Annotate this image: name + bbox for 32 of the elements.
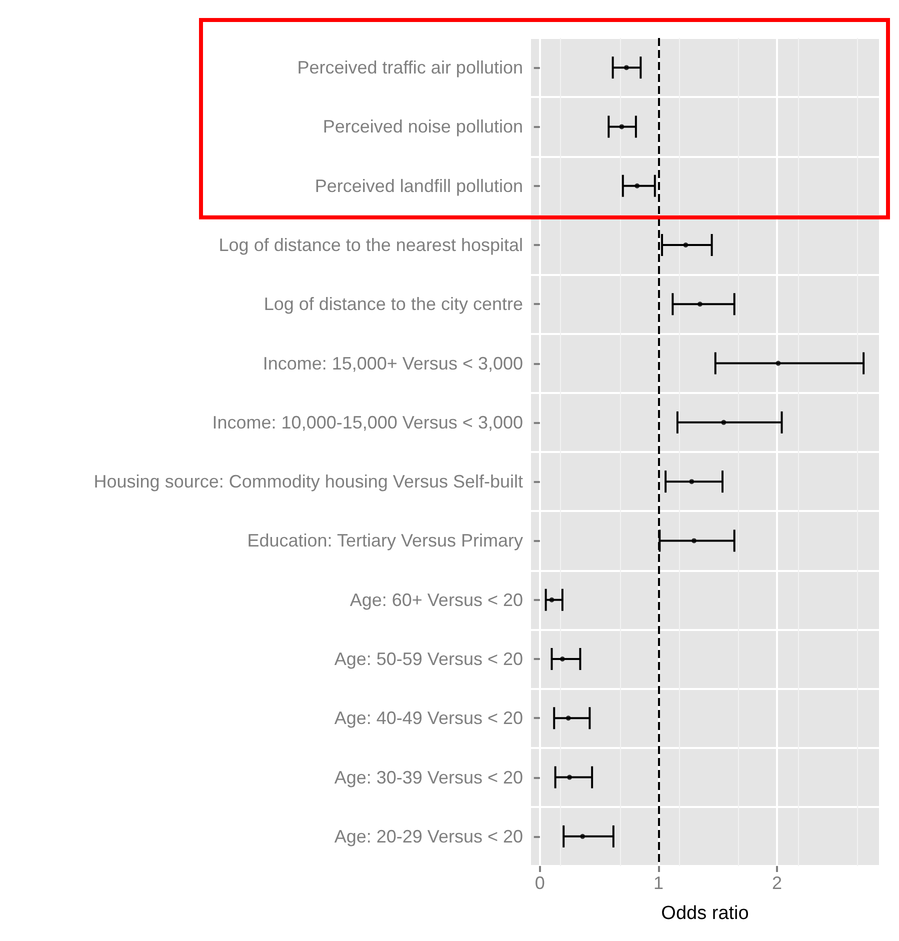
y-tick-label: Age: 30-39 Versus < 20: [334, 767, 523, 788]
y-tick-label: Perceived noise pollution: [322, 116, 523, 137]
point: [634, 183, 640, 188]
point: [560, 656, 565, 662]
y-tick-label: Age: 50-59 Versus < 20: [334, 649, 523, 669]
y-tick-label: Age: 60+ Versus < 20: [350, 590, 523, 610]
y-tick-label: Housing source: Commodity housing Versus Self-built: [94, 472, 523, 492]
point: [683, 242, 688, 248]
point: [567, 774, 572, 780]
point: [776, 360, 781, 366]
point: [697, 302, 702, 307]
point: [721, 420, 726, 425]
point: [580, 834, 586, 839]
point: [619, 124, 624, 130]
point: [549, 597, 554, 602]
x-axis-title: Odds ratio: [661, 903, 749, 924]
x-tick-label: 2: [772, 873, 782, 893]
y-tick-label: Perceived traffic air pollution: [297, 58, 523, 78]
x-tick-label: 0: [534, 873, 545, 893]
y-tick-label: Age: 20-29 Versus < 20: [334, 826, 523, 846]
y-tick-label: Log of distance to the city centre: [264, 294, 523, 314]
point: [624, 65, 629, 70]
y-tick-label: Income: 10,000-15,000 Versus < 3,000: [212, 412, 523, 432]
y-tick-label: Log of distance to the nearest hospital: [218, 235, 523, 255]
y-tick-label: Education: Tertiary Versus Primary: [247, 530, 523, 551]
y-tick-label: Perceived landfill pollution: [314, 176, 523, 196]
point: [566, 716, 571, 721]
y-tick-label: Age: 40-49 Versus < 20: [334, 708, 523, 728]
x-tick-label: 1: [653, 873, 664, 893]
point: [689, 479, 694, 484]
y-tick-label: Income: 15,000+ Versus < 3,000: [262, 353, 523, 374]
point: [692, 538, 697, 544]
